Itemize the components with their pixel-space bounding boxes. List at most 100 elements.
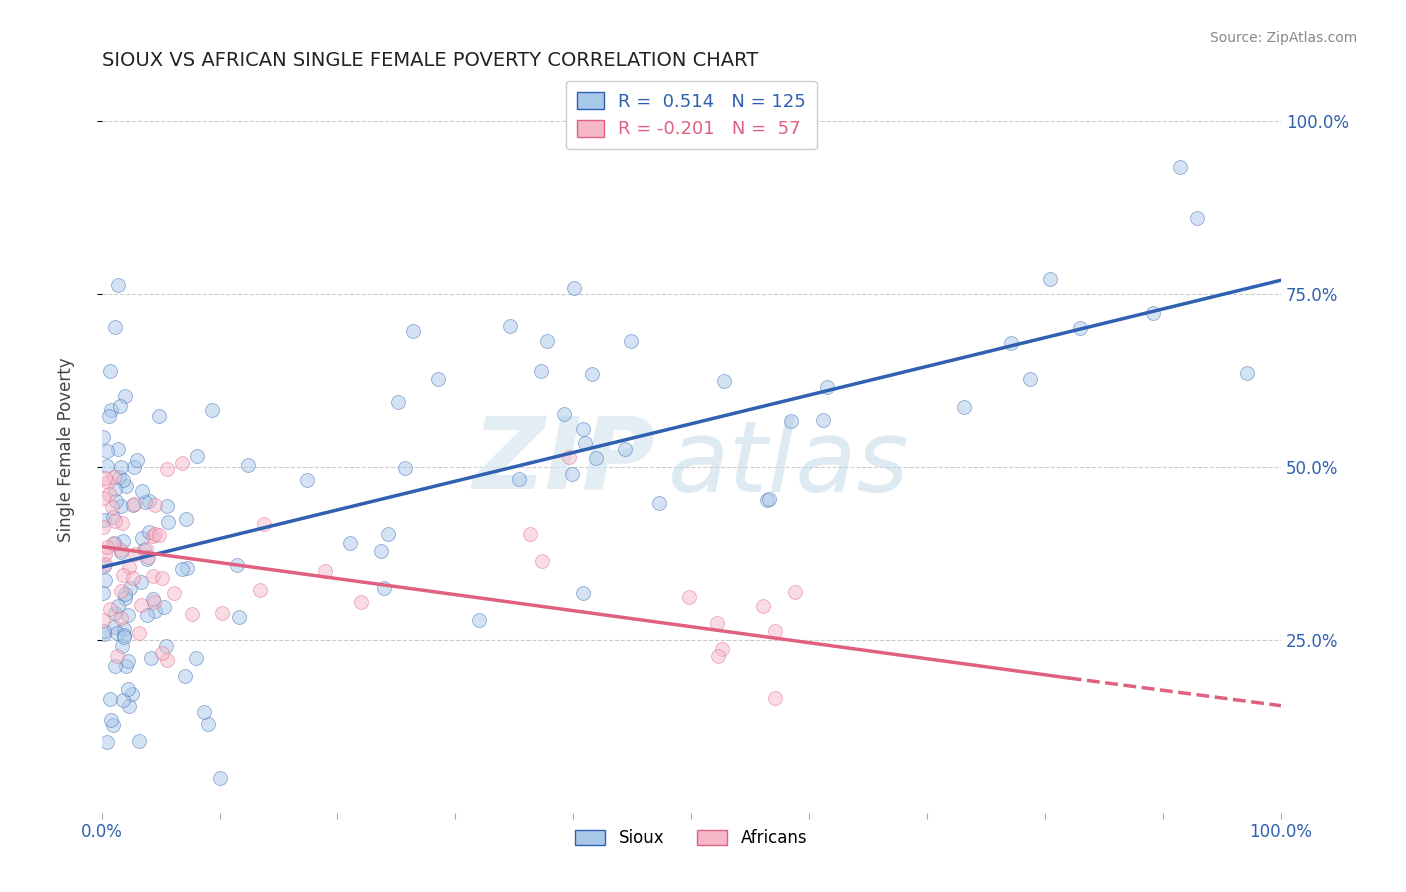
Point — [163, 586, 186, 600]
Point — [104, 320, 127, 334]
Point — [157, 515, 180, 529]
Point — [98, 691, 121, 706]
Point — [111, 693, 134, 707]
Point — [97, 487, 120, 501]
Point — [186, 650, 208, 665]
Point — [110, 611, 132, 625]
Point — [211, 606, 233, 620]
Point — [755, 493, 778, 508]
Point — [145, 527, 167, 541]
Point — [172, 456, 194, 470]
Point — [104, 482, 127, 496]
Point — [156, 500, 179, 514]
Text: SIOUX VS AFRICAN SINGLE FEMALE POVERTY CORRELATION CHART: SIOUX VS AFRICAN SINGLE FEMALE POVERTY C… — [101, 51, 758, 70]
Point — [94, 573, 117, 587]
Point — [143, 498, 166, 512]
Point — [93, 559, 115, 574]
Point — [121, 688, 143, 702]
Point — [131, 531, 153, 545]
Point — [117, 608, 139, 623]
Point — [112, 567, 135, 582]
Point — [96, 540, 118, 554]
Point — [91, 430, 114, 444]
Point — [117, 682, 139, 697]
Point — [94, 471, 117, 485]
Point — [111, 640, 134, 654]
Point — [142, 592, 165, 607]
Point — [114, 591, 136, 606]
Point — [193, 705, 215, 719]
Point — [104, 514, 127, 528]
Point — [228, 610, 250, 624]
Point — [176, 561, 198, 575]
Point — [107, 470, 129, 484]
Point — [519, 527, 541, 541]
Point — [110, 584, 132, 599]
Point — [122, 459, 145, 474]
Point — [117, 655, 139, 669]
Point — [150, 571, 173, 585]
Point — [131, 599, 153, 613]
Point — [752, 599, 775, 614]
Point — [1168, 160, 1191, 174]
Point — [107, 442, 129, 457]
Point — [135, 542, 157, 557]
Point — [110, 545, 132, 559]
Point — [508, 472, 530, 486]
Point — [91, 491, 114, 505]
Point — [134, 495, 156, 509]
Point — [91, 585, 114, 599]
Point — [91, 613, 114, 627]
Point — [180, 607, 202, 621]
Point — [114, 389, 136, 403]
Point — [143, 595, 166, 609]
Point — [122, 571, 145, 585]
Point — [112, 630, 135, 644]
Point — [620, 334, 643, 349]
Point — [110, 542, 132, 557]
Point — [100, 713, 122, 727]
Point — [1236, 367, 1258, 381]
Point — [370, 543, 392, 558]
Point — [122, 499, 145, 513]
Point — [118, 581, 141, 595]
Point — [499, 318, 522, 333]
Point — [101, 510, 124, 524]
Point — [176, 512, 198, 526]
Point — [100, 402, 122, 417]
Point — [536, 334, 558, 348]
Point — [111, 533, 134, 548]
Point — [104, 606, 127, 620]
Point — [530, 364, 553, 378]
Point — [127, 453, 149, 467]
Point — [96, 444, 118, 458]
Point — [93, 624, 115, 638]
Point — [815, 379, 838, 393]
Point — [711, 642, 734, 657]
Point — [128, 733, 150, 747]
Point — [557, 450, 579, 464]
Point — [785, 584, 807, 599]
Point — [1000, 336, 1022, 351]
Point — [148, 409, 170, 423]
Point — [253, 516, 276, 531]
Point — [118, 698, 141, 713]
Point — [758, 492, 780, 507]
Point — [186, 449, 208, 463]
Point — [135, 552, 157, 566]
Point — [110, 499, 132, 513]
Point — [101, 537, 124, 551]
Point — [142, 529, 165, 543]
Point — [562, 281, 585, 295]
Point — [249, 583, 271, 598]
Point — [110, 399, 132, 413]
Point — [706, 616, 728, 631]
Point — [136, 607, 159, 622]
Point — [114, 587, 136, 601]
Point — [387, 394, 409, 409]
Point — [572, 422, 595, 436]
Y-axis label: Single Female Poverty: Single Female Poverty — [58, 358, 75, 542]
Point — [377, 527, 399, 541]
Point — [107, 278, 129, 293]
Point — [93, 513, 115, 527]
